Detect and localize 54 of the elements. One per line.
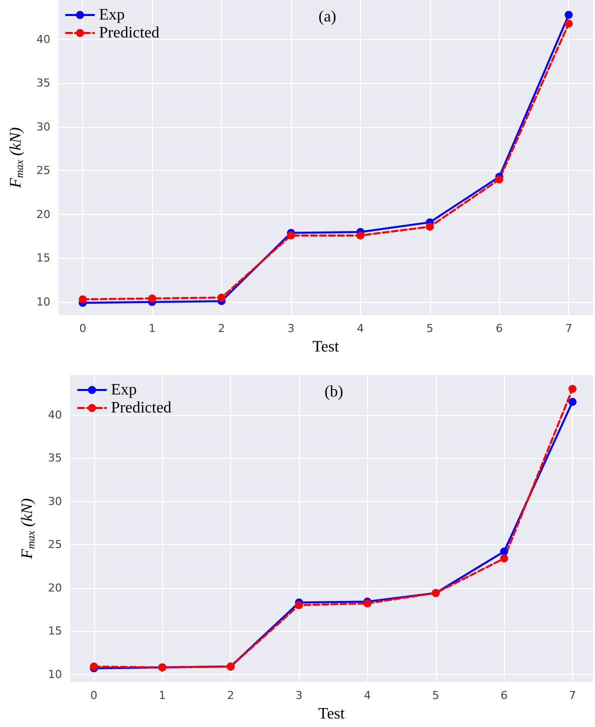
y-tick-label: 40 [36, 32, 50, 46]
x-tick-label: 2 [227, 689, 234, 702]
point [356, 231, 364, 240]
y-axis-title: Fmax (kN) [19, 498, 38, 560]
y-tick-label: 30 [36, 120, 50, 134]
point [568, 384, 576, 393]
x-tick-label: 7 [568, 689, 576, 702]
x-tick-label: 0 [79, 322, 86, 336]
y-tick-label: 30 [48, 494, 62, 508]
x-tick-label: 6 [500, 689, 508, 702]
y-tick-label: 10 [48, 668, 62, 681]
point [500, 547, 508, 556]
y-tick-label: 15 [48, 624, 62, 638]
point [286, 231, 295, 240]
y-tick-label: 20 [48, 581, 62, 594]
x-tick-label: 1 [158, 689, 166, 702]
x-tick-label: 6 [496, 322, 503, 336]
point [568, 398, 576, 406]
legend-label: Exp [99, 6, 125, 24]
y-tick-label: 10 [36, 295, 50, 308]
text: (a) [318, 8, 336, 26]
y-tick-label: 25 [48, 538, 62, 552]
point [426, 222, 434, 231]
x-tick-label: 4 [356, 322, 364, 336]
y-axis-title: Fmax (kN) [8, 127, 26, 189]
y-tick-label: 20 [36, 208, 50, 221]
point [495, 175, 504, 184]
x-tick-label: 4 [364, 689, 371, 702]
legend-label: Exp [111, 382, 137, 398]
legend-label: Predicted [111, 400, 172, 416]
x-tick-label: 5 [426, 322, 434, 336]
x-tick-label: 2 [218, 322, 226, 336]
point [564, 10, 573, 19]
y-tick-label: 25 [36, 164, 50, 178]
point [78, 295, 87, 304]
x-tick-label: 5 [432, 689, 440, 702]
point [564, 20, 573, 28]
point [295, 601, 304, 610]
y-tick-label: 35 [48, 452, 62, 465]
x-tick-label: 3 [296, 689, 303, 702]
point [500, 554, 508, 562]
text: (b) [324, 384, 344, 400]
point [148, 294, 156, 302]
x-tick-label: 7 [565, 322, 572, 336]
x-tick-label: 3 [287, 322, 294, 336]
x-axis-title: Test [318, 706, 346, 722]
x-axis-title: Test [312, 338, 340, 356]
legend-label: Predicted [99, 24, 160, 42]
y-tick-label: 15 [36, 252, 50, 265]
x-tick-label: 1 [148, 322, 156, 336]
y-tick-label: 40 [48, 408, 62, 422]
x-tick-label: 0 [90, 689, 98, 702]
point [218, 294, 226, 302]
y-tick-label: 35 [36, 76, 50, 90]
